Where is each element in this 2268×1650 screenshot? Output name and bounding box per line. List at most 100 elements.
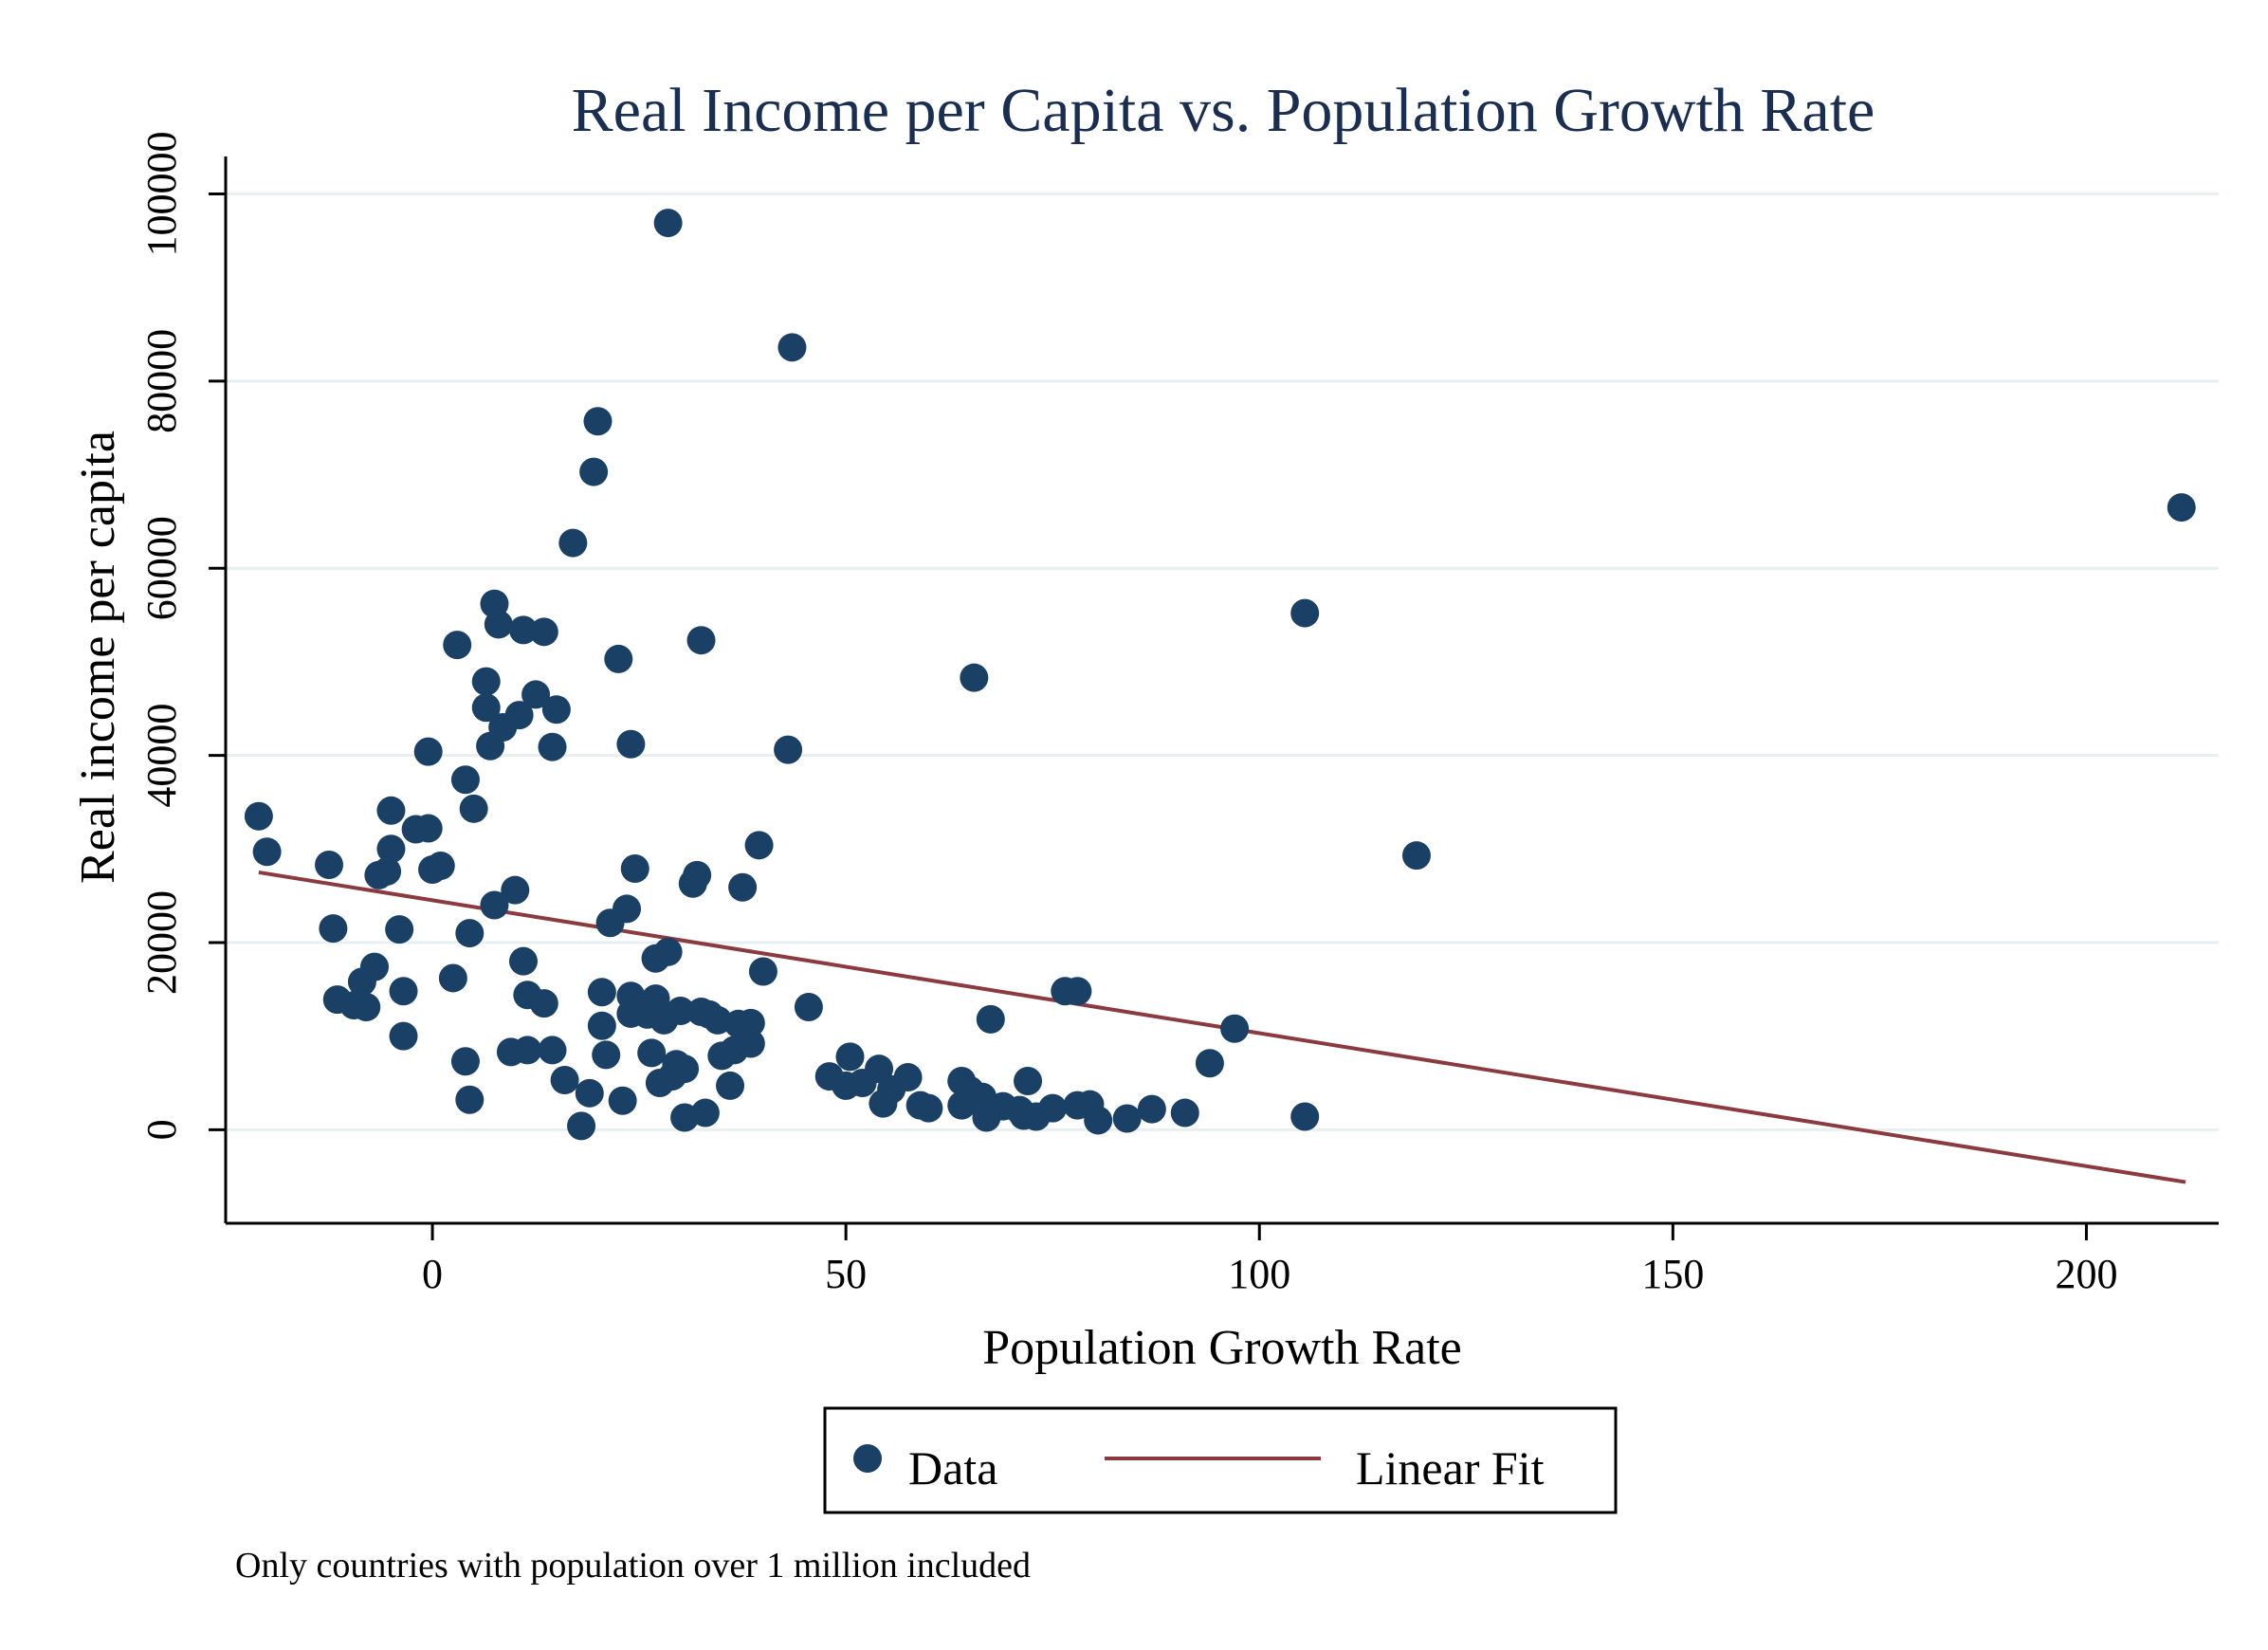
data-point bbox=[637, 1038, 667, 1068]
data-point bbox=[426, 852, 455, 881]
data-point bbox=[508, 946, 538, 976]
data-point bbox=[592, 1040, 621, 1070]
data-point bbox=[604, 644, 633, 673]
data-point bbox=[736, 1008, 765, 1037]
x-tick-label: 0 bbox=[422, 1251, 443, 1297]
data-point bbox=[736, 1029, 765, 1058]
data-point bbox=[389, 977, 418, 1006]
data-point bbox=[484, 610, 513, 639]
data-point bbox=[1112, 1104, 1142, 1133]
x-axis-ticks: 0 50 100 150 200 bbox=[422, 1223, 2117, 1297]
data-point bbox=[359, 952, 389, 981]
data-points bbox=[244, 209, 2196, 1141]
data-point bbox=[914, 1093, 943, 1123]
data-point bbox=[471, 667, 501, 696]
data-point bbox=[613, 894, 642, 924]
data-point bbox=[450, 765, 480, 795]
data-point bbox=[385, 915, 414, 944]
data-point bbox=[513, 1036, 542, 1065]
chart-note: Only countries with population over 1 mi… bbox=[235, 1546, 1031, 1586]
data-point bbox=[716, 1071, 745, 1100]
chart-title: Real Income per Capita vs. Population Gr… bbox=[572, 76, 1875, 145]
data-point bbox=[690, 1098, 720, 1128]
x-tick-label: 150 bbox=[1641, 1251, 1704, 1297]
data-point bbox=[1014, 1067, 1043, 1095]
data-point bbox=[620, 853, 649, 883]
y-tick-label: 40000 bbox=[138, 704, 185, 808]
data-point bbox=[373, 856, 402, 886]
data-point bbox=[683, 860, 712, 889]
data-point bbox=[550, 1066, 579, 1095]
data-point bbox=[893, 1063, 923, 1092]
data-point bbox=[835, 1042, 865, 1072]
data-point bbox=[748, 957, 777, 986]
data-point bbox=[529, 989, 558, 1018]
data-point bbox=[587, 978, 616, 1007]
data-point bbox=[413, 814, 443, 843]
x-axis-label: Population Growth Rate bbox=[982, 1321, 1462, 1375]
data-point bbox=[450, 1047, 480, 1076]
legend: Data Linear Fit bbox=[823, 1406, 1618, 1514]
data-point bbox=[501, 875, 530, 905]
data-point bbox=[1195, 1049, 1224, 1078]
y-tick-label: 80000 bbox=[138, 329, 185, 433]
y-axis-ticks: 0 20000 40000 60000 80000 100000 bbox=[138, 131, 226, 1140]
data-point bbox=[1401, 841, 1431, 871]
x-tick-label: 100 bbox=[1228, 1251, 1290, 1297]
data-point bbox=[583, 407, 613, 436]
data-point bbox=[1137, 1094, 1166, 1124]
data-point bbox=[744, 831, 774, 860]
data-point bbox=[960, 663, 989, 692]
data-point bbox=[666, 996, 695, 1025]
data-point bbox=[1290, 1102, 1320, 1131]
data-point bbox=[575, 1078, 604, 1108]
data-point bbox=[438, 963, 467, 993]
data-point bbox=[541, 695, 571, 724]
x-tick-label: 200 bbox=[2055, 1251, 2117, 1297]
data-point bbox=[865, 1054, 894, 1084]
data-point bbox=[376, 796, 406, 825]
data-point bbox=[774, 735, 803, 764]
data-point bbox=[459, 794, 488, 823]
data-point bbox=[389, 1021, 418, 1051]
data-point bbox=[538, 1036, 567, 1065]
legend-data-label: Data bbox=[908, 1441, 997, 1494]
data-point bbox=[777, 333, 807, 362]
data-point bbox=[670, 1054, 700, 1084]
data-point bbox=[587, 1011, 616, 1040]
data-point bbox=[1063, 977, 1092, 1006]
y-axis-label: Real income per capita bbox=[71, 431, 125, 884]
data-point bbox=[1084, 1106, 1113, 1135]
data-point bbox=[1170, 1098, 1199, 1128]
data-point bbox=[976, 1004, 1005, 1034]
data-point bbox=[455, 919, 485, 948]
data-point bbox=[567, 1111, 596, 1141]
data-point bbox=[653, 209, 683, 238]
data-point bbox=[319, 914, 348, 944]
data-point bbox=[521, 680, 551, 709]
data-point bbox=[1038, 1093, 1068, 1123]
data-point bbox=[252, 837, 282, 867]
data-point bbox=[608, 1086, 637, 1115]
data-point bbox=[728, 872, 758, 902]
data-point bbox=[653, 937, 683, 966]
data-point bbox=[376, 834, 406, 864]
y-tick-label: 60000 bbox=[138, 516, 185, 620]
data-point bbox=[315, 851, 344, 880]
data-point bbox=[443, 631, 472, 660]
y-tick-label: 20000 bbox=[138, 890, 185, 995]
data-point bbox=[529, 617, 558, 647]
legend-fit-label: Linear Fit bbox=[1356, 1441, 1545, 1494]
legend-data-marker bbox=[853, 1444, 882, 1473]
data-point bbox=[504, 701, 534, 730]
x-tick-label: 50 bbox=[825, 1251, 867, 1297]
data-point bbox=[1220, 1014, 1250, 1043]
data-point bbox=[616, 729, 646, 759]
data-point bbox=[471, 693, 501, 723]
data-point bbox=[352, 993, 381, 1022]
data-point bbox=[794, 993, 823, 1022]
data-point bbox=[641, 984, 670, 1014]
data-point bbox=[579, 457, 609, 486]
data-point bbox=[1290, 598, 1320, 628]
